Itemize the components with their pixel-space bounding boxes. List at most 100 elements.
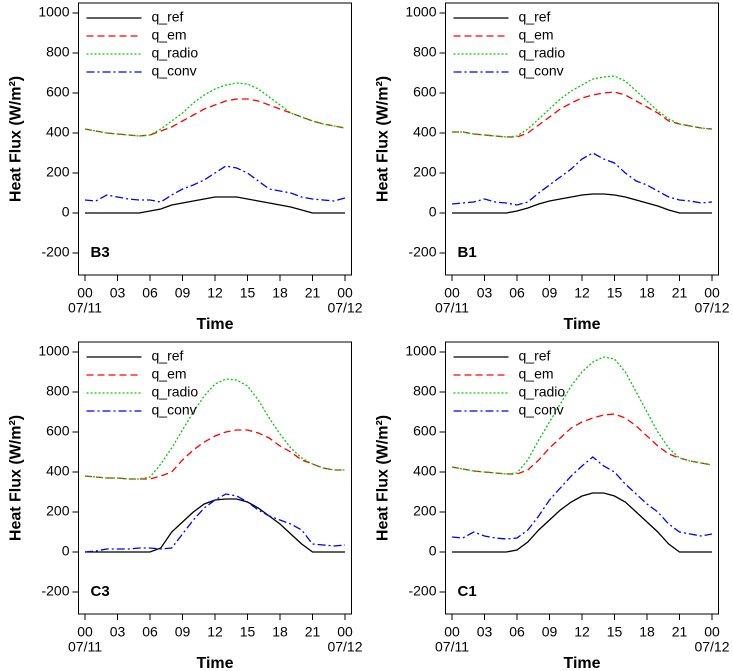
x-tick-label: 18 (639, 285, 655, 301)
x-tick-label: 21 (305, 285, 321, 301)
series-line (85, 498, 345, 553)
x-tick-label: 06 (142, 624, 158, 640)
legend-label: q_conv (519, 63, 564, 79)
x-tick-label: 03 (477, 624, 493, 640)
x-tick-label: 03 (110, 624, 126, 640)
x-axis-label: Time (563, 655, 600, 671)
series-line (84, 165, 346, 203)
legend-label: q_conv (152, 402, 197, 418)
y-tick-label: 600 (413, 423, 437, 439)
y-tick-label: -200 (41, 244, 69, 260)
series-line (452, 75, 713, 138)
y-axis-label: Heat Flux (W/m²) (375, 76, 392, 202)
plot-frame (445, 2, 719, 276)
x-axis-label: Time (196, 316, 233, 333)
date-label: 07/12 (694, 639, 729, 655)
series-line (84, 82, 346, 137)
plot-frame (445, 341, 719, 615)
y-tick-label: 200 (46, 503, 70, 519)
legend-label: q_ref (519, 348, 551, 364)
panel-label: C3 (91, 583, 110, 600)
x-tick-label: 18 (639, 624, 655, 640)
date-label: 07/11 (435, 300, 469, 316)
x-tick-label: 21 (305, 624, 321, 640)
legend-label: q_ref (152, 348, 184, 364)
x-tick-label: 18 (272, 624, 288, 640)
x-tick-label: 06 (142, 285, 158, 301)
series-line (451, 356, 713, 475)
y-tick-label: 600 (413, 84, 437, 100)
y-tick-label: 400 (413, 124, 437, 140)
x-tick-label: 00 (77, 624, 93, 640)
y-tick-label: -200 (41, 583, 69, 599)
series-line (451, 413, 713, 475)
panel-label: B3 (91, 244, 110, 261)
legend-label: q_em (152, 366, 187, 382)
series-line (84, 98, 346, 137)
x-tick-label: 12 (207, 624, 223, 640)
legend-label: q_em (519, 27, 554, 43)
series-line (85, 196, 345, 214)
series-line (452, 91, 713, 138)
y-axis-label: Heat Flux (W/m²) (375, 415, 392, 541)
x-tick-label: 00 (704, 285, 720, 301)
x-tick-label: 12 (207, 285, 223, 301)
y-tick-label: 200 (413, 164, 437, 180)
date-label: 07/12 (327, 639, 362, 655)
x-tick-label: 06 (509, 624, 525, 640)
series-line (84, 378, 345, 480)
x-axis-label: Time (563, 316, 600, 333)
date-label: 07/11 (68, 300, 102, 316)
x-tick-label: 21 (672, 285, 688, 301)
panel-label: B1 (458, 244, 477, 261)
x-tick-label: 00 (444, 285, 460, 301)
x-tick-label: 06 (509, 285, 525, 301)
y-tick-label: 1000 (405, 4, 436, 20)
y-tick-label: 0 (62, 543, 70, 559)
legend-label: q_radio (152, 384, 199, 400)
x-tick-label: 00 (444, 624, 460, 640)
plot-frame (78, 2, 352, 276)
x-tick-label: 15 (240, 285, 256, 301)
date-label: 07/12 (694, 300, 729, 316)
series-line (451, 456, 713, 540)
y-tick-label: -200 (408, 583, 436, 599)
y-tick-label: 800 (46, 44, 70, 60)
x-tick-label: 15 (240, 624, 256, 640)
y-tick-label: -200 (408, 244, 436, 260)
x-tick-label: 15 (607, 624, 623, 640)
series-line (452, 492, 712, 553)
x-tick-label: 00 (337, 624, 353, 640)
x-axis-label: Time (196, 655, 233, 671)
date-label: 07/11 (68, 639, 102, 655)
legend-label: q_radio (152, 45, 199, 61)
legend-label: q_ref (519, 9, 551, 25)
y-tick-label: 200 (413, 503, 437, 519)
x-tick-label: 00 (337, 285, 353, 301)
y-tick-label: 1000 (38, 4, 69, 20)
y-tick-label: 400 (46, 463, 70, 479)
x-tick-label: 09 (542, 285, 558, 301)
x-tick-label: 00 (704, 624, 720, 640)
panel-label: C1 (458, 583, 477, 600)
x-tick-label: 00 (77, 285, 93, 301)
y-tick-label: 0 (62, 204, 70, 220)
legend-label: q_conv (519, 402, 564, 418)
legend-label: q_radio (519, 45, 566, 61)
x-tick-label: 21 (672, 624, 688, 640)
y-tick-label: 800 (46, 383, 70, 399)
series-line (452, 193, 712, 214)
x-tick-label: 18 (272, 285, 288, 301)
legend-label: q_radio (519, 384, 566, 400)
date-label: 07/11 (435, 639, 469, 655)
series-line (84, 429, 345, 480)
x-tick-label: 03 (110, 285, 126, 301)
y-tick-label: 0 (429, 204, 437, 220)
x-tick-label: 12 (574, 285, 590, 301)
y-tick-label: 1000 (405, 343, 436, 359)
y-tick-label: 600 (46, 84, 70, 100)
